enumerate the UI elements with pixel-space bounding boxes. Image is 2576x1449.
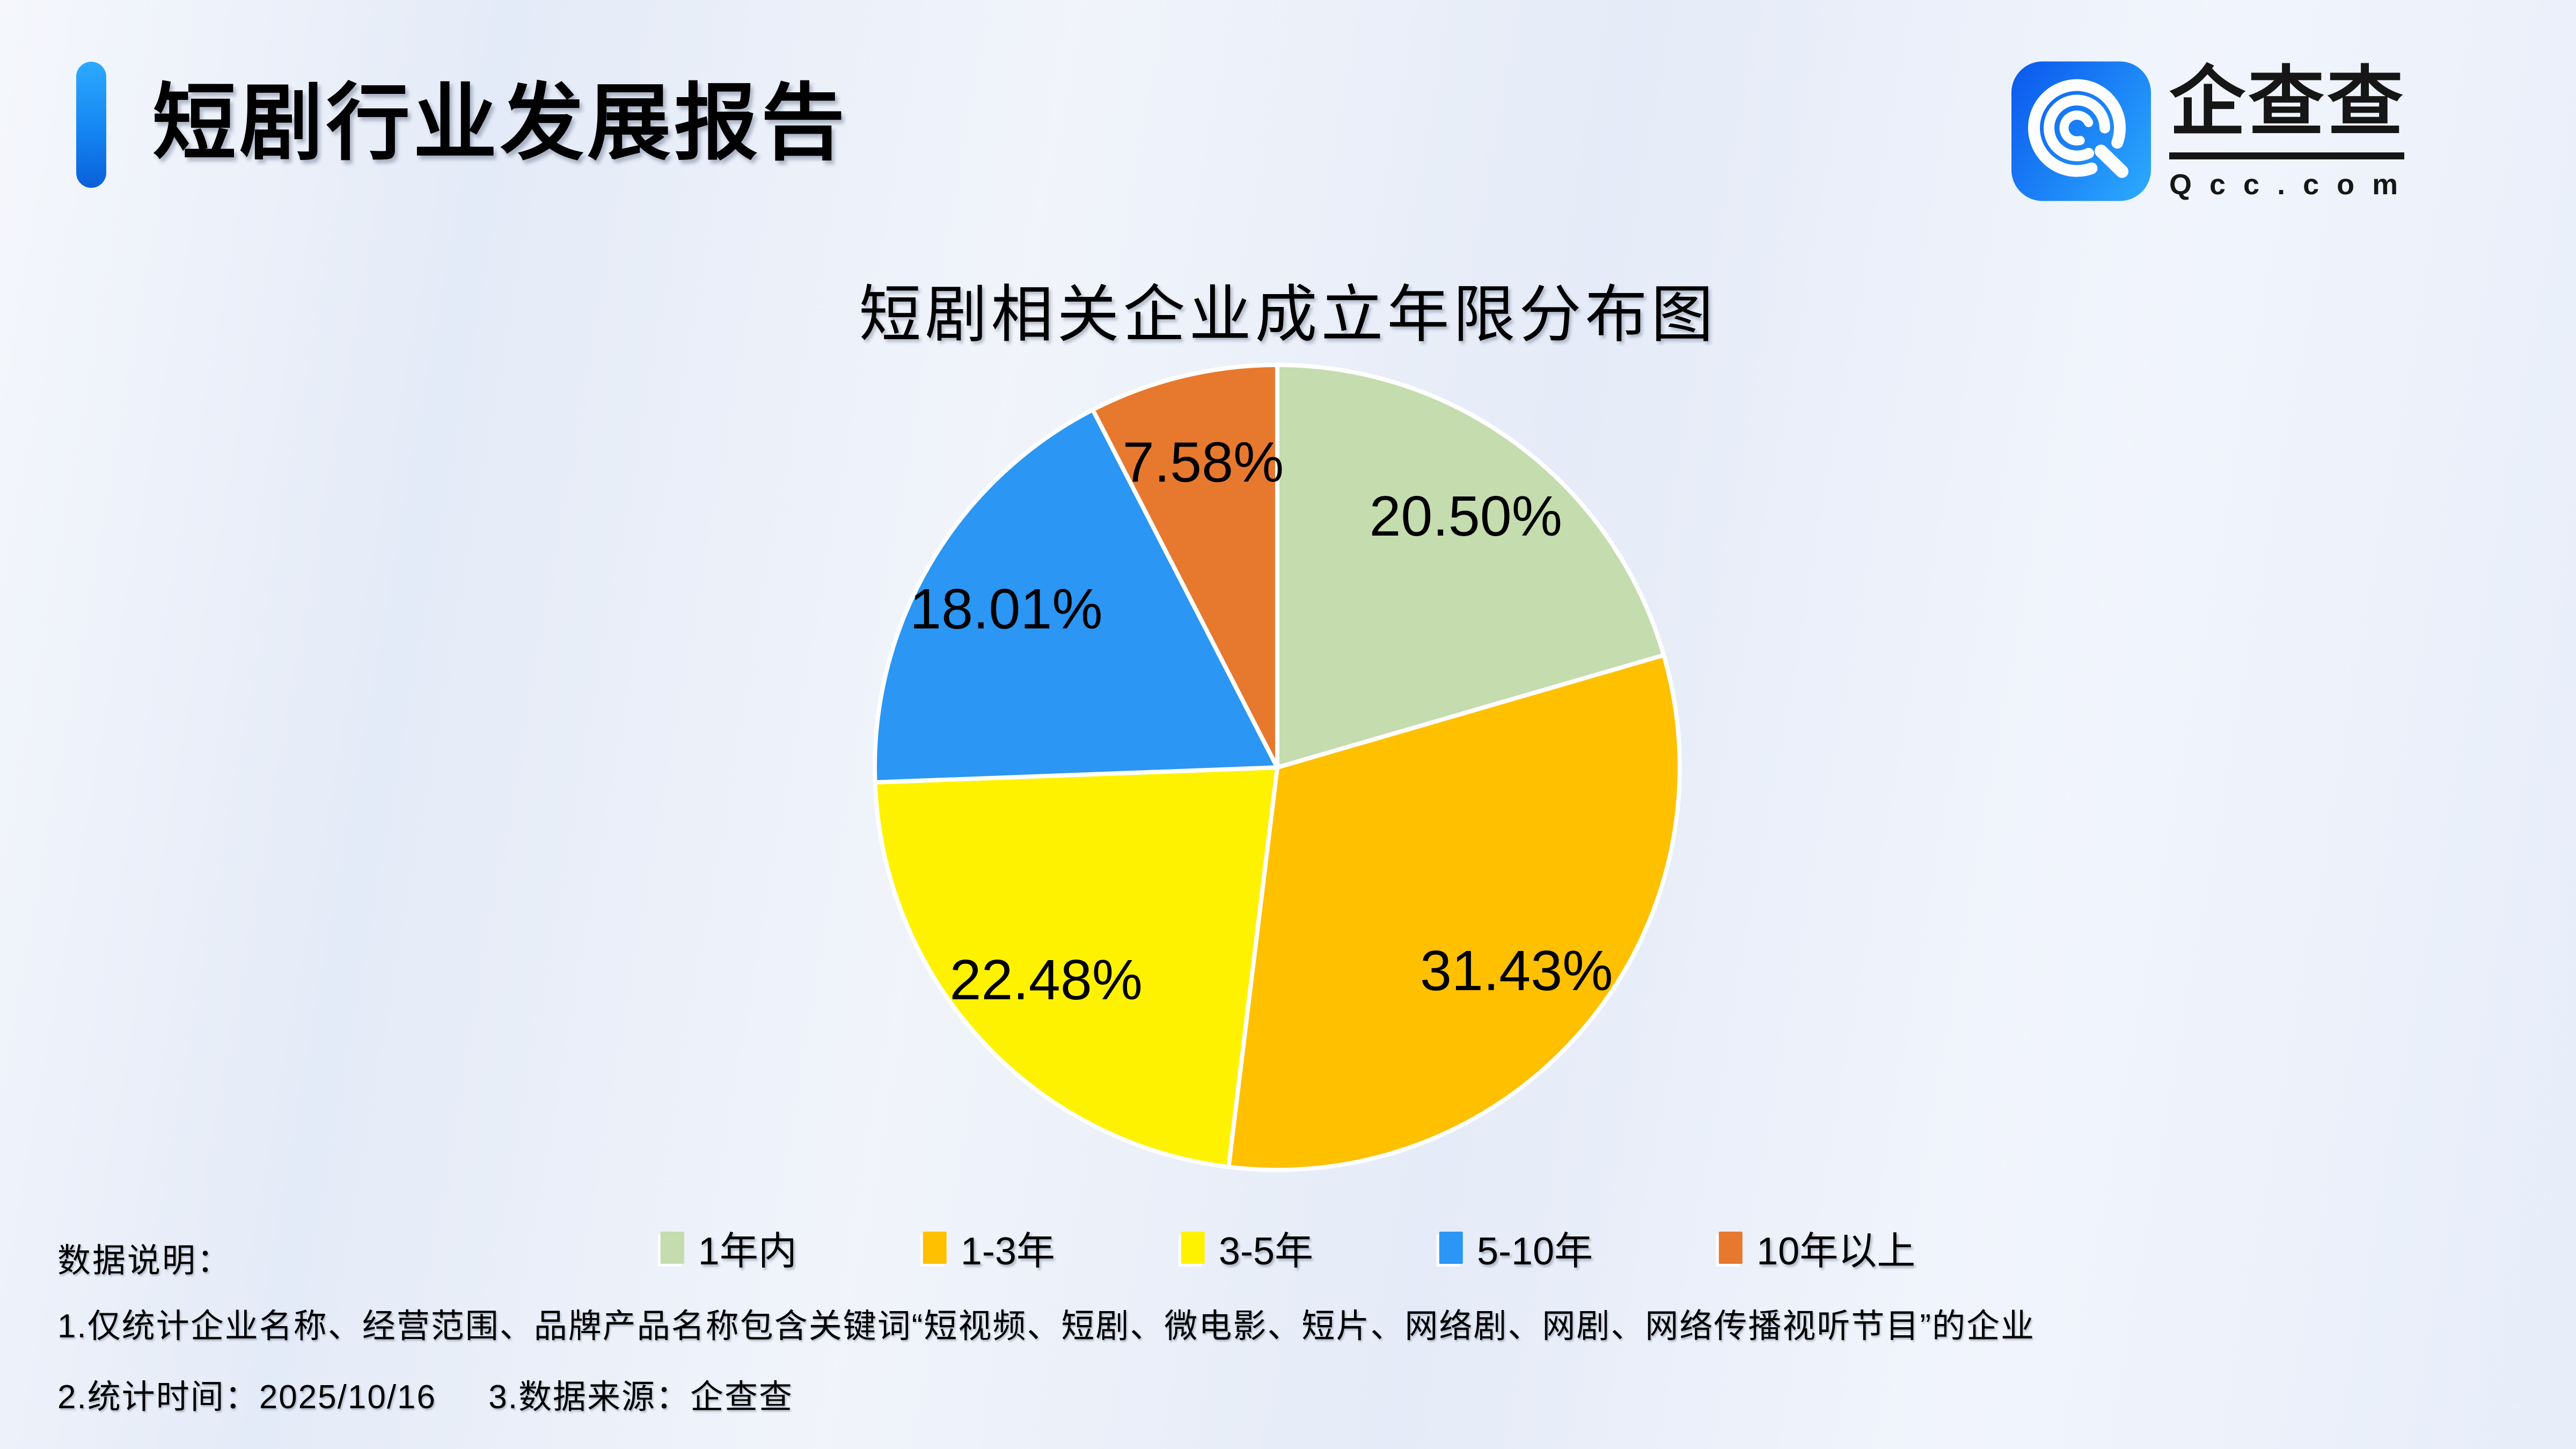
legend-swatch-icon (660, 1231, 684, 1264)
note-line-2: 2.统计时间：2025/10/16 3.数据来源：企查查 (57, 1370, 793, 1418)
legend-swatch-icon (1719, 1231, 1743, 1264)
qcc-logo-name: 企查查 (2169, 60, 2406, 145)
qcc-logo-divider (2169, 152, 2404, 159)
legend-item-5: 10年以上 (1719, 1219, 1915, 1276)
legend-swatch-icon (1181, 1231, 1205, 1264)
legend-swatch-icon (923, 1231, 947, 1264)
legend-label: 1年内 (698, 1230, 797, 1273)
pie-slice-3-5年 (873, 765, 1279, 1169)
pie-slice-1-3年 (1226, 653, 1682, 1173)
pie-value-label-1年内: 20.50% (1369, 485, 1562, 548)
pie-value-label-1-3年: 31.43% (1420, 939, 1613, 1002)
legend-item-4: 5-10年 (1439, 1219, 1593, 1276)
pie-value-label-10年以上: 7.58% (1123, 431, 1284, 494)
pie-chart: 20.50% 31.43% 22.48% 18.01% 7.58% (873, 363, 1682, 1173)
note-line-1: 1.仅统计企业名称、经营范围、品牌产品名称包含关键词“短视频、短剧、微电影、短片… (57, 1308, 2036, 1345)
qcc-logo: 企查查 Qcc.com (2011, 60, 2416, 202)
notes-title: 数据说明： (57, 1242, 232, 1279)
pie-value-label-3-5年: 22.48% (950, 948, 1143, 1012)
qcc-logo-domain: Qcc.com (2169, 169, 2416, 201)
legend-item-2: 1-3年 (923, 1219, 1055, 1276)
header-accent-bar (76, 62, 106, 188)
legend-label: 3-5年 (1218, 1230, 1313, 1273)
note2-data-source: 3.数据来源：企查查 (488, 1379, 793, 1416)
legend-label: 5-10年 (1477, 1230, 1593, 1273)
legend-item-1: 1年内 (660, 1219, 797, 1276)
note2-statistics-date: 2.统计时间：2025/10/16 (57, 1379, 437, 1416)
legend: 1年内 1-3年 3-5年 5-10年 10年以上 (660, 1219, 1915, 1276)
pie-slice-1年内 (1275, 363, 1666, 770)
legend-item-3: 3-5年 (1181, 1219, 1313, 1276)
qcc-logo-text: 企查查 Qcc.com (2169, 60, 2416, 202)
qcc-logo-icon (2011, 61, 2151, 201)
pie-slice-5-10年 (873, 407, 1279, 785)
legend-label: 10年以上 (1757, 1230, 1916, 1273)
chart-title: 短剧相关企业成立年限分布图 (859, 280, 1717, 349)
pie-slice-10年以上 (1091, 363, 1279, 770)
pie-value-label-5-10年: 18.01% (910, 577, 1103, 641)
page-title: 短剧行业发展报告 (152, 77, 848, 170)
legend-label: 1-3年 (960, 1230, 1055, 1273)
legend-swatch-icon (1439, 1231, 1463, 1264)
